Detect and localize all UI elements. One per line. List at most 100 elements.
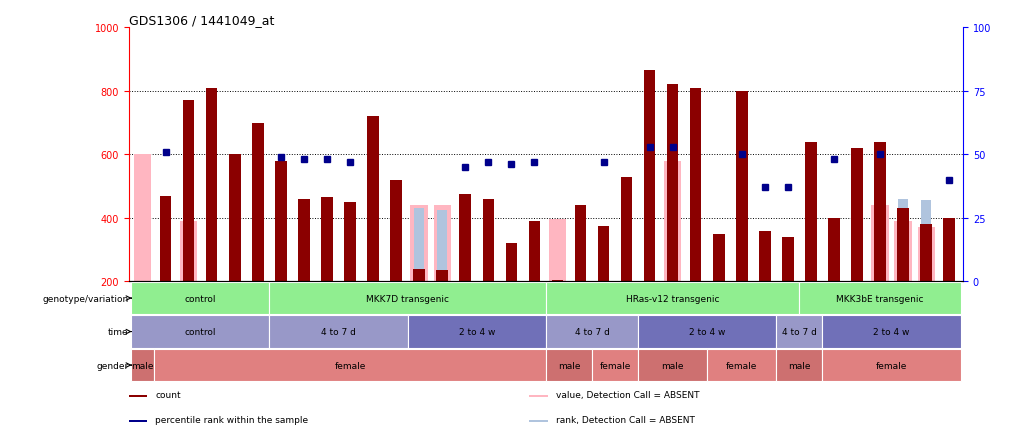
Bar xyxy=(597,226,610,282)
Text: 2 to 4 w: 2 to 4 w xyxy=(873,327,909,336)
Bar xyxy=(413,269,425,282)
Bar xyxy=(131,316,269,348)
Text: control: control xyxy=(184,327,216,336)
Bar xyxy=(275,161,286,282)
Bar xyxy=(666,85,679,282)
Bar xyxy=(529,395,548,397)
Bar xyxy=(437,270,448,282)
Bar xyxy=(708,349,777,381)
Text: male: male xyxy=(557,361,580,370)
Text: control: control xyxy=(184,294,216,303)
Bar xyxy=(549,220,566,282)
Bar xyxy=(921,225,932,282)
Bar xyxy=(298,199,310,282)
Bar xyxy=(552,280,563,282)
Bar xyxy=(644,71,655,282)
Bar xyxy=(160,196,171,282)
Text: male: male xyxy=(661,361,684,370)
Bar xyxy=(575,206,586,282)
Bar xyxy=(229,155,241,282)
Bar xyxy=(344,202,355,282)
Bar xyxy=(131,349,154,381)
Bar xyxy=(943,218,955,282)
Bar xyxy=(368,117,379,282)
Bar xyxy=(321,198,333,282)
Text: female: female xyxy=(335,361,366,370)
Bar xyxy=(777,349,823,381)
Bar xyxy=(252,123,264,282)
Text: MKK3bE transgenic: MKK3bE transgenic xyxy=(836,294,924,303)
Bar xyxy=(894,221,912,282)
Bar xyxy=(921,201,931,282)
Bar xyxy=(129,395,147,397)
Bar xyxy=(134,155,151,282)
Bar xyxy=(161,199,171,282)
Bar xyxy=(690,89,701,282)
Bar xyxy=(411,206,427,282)
Bar xyxy=(482,199,494,282)
Bar xyxy=(206,89,217,282)
Text: time: time xyxy=(108,327,129,336)
Bar xyxy=(851,148,863,282)
Bar xyxy=(459,194,471,282)
Text: gender: gender xyxy=(96,361,129,370)
Bar xyxy=(823,349,961,381)
Bar xyxy=(529,420,548,421)
Bar xyxy=(736,92,748,282)
Bar xyxy=(546,316,639,348)
Bar xyxy=(546,349,592,381)
Bar xyxy=(137,282,148,288)
Bar xyxy=(131,283,269,314)
Bar xyxy=(713,234,724,282)
Text: 2 to 4 w: 2 to 4 w xyxy=(689,327,725,336)
Bar xyxy=(434,206,451,282)
Text: 2 to 4 w: 2 to 4 w xyxy=(458,327,495,336)
Bar xyxy=(621,177,632,282)
Bar xyxy=(664,161,681,282)
Text: percentile rank within the sample: percentile rank within the sample xyxy=(156,415,309,424)
Bar xyxy=(528,221,540,282)
Text: female: female xyxy=(876,361,907,370)
Text: female: female xyxy=(599,361,630,370)
Bar xyxy=(180,221,198,282)
Bar xyxy=(782,237,794,282)
Bar xyxy=(546,283,799,314)
Text: rank, Detection Call = ABSENT: rank, Detection Call = ABSENT xyxy=(556,415,695,424)
Text: male: male xyxy=(788,361,811,370)
Bar xyxy=(799,283,961,314)
Bar xyxy=(390,180,402,282)
Bar xyxy=(154,349,546,381)
Bar xyxy=(639,349,708,381)
Bar xyxy=(437,210,447,282)
Bar xyxy=(823,316,961,348)
Text: GDS1306 / 1441049_at: GDS1306 / 1441049_at xyxy=(129,14,274,27)
Bar xyxy=(269,316,408,348)
Text: value, Detection Call = ABSENT: value, Detection Call = ABSENT xyxy=(556,391,699,399)
Bar xyxy=(506,243,517,282)
Bar xyxy=(871,206,889,282)
Bar xyxy=(408,316,546,348)
Bar xyxy=(918,228,935,282)
Text: 4 to 7 d: 4 to 7 d xyxy=(575,327,610,336)
Bar xyxy=(639,316,777,348)
Bar xyxy=(759,231,770,282)
Text: 4 to 7 d: 4 to 7 d xyxy=(782,327,817,336)
Text: HRas-v12 transgenic: HRas-v12 transgenic xyxy=(626,294,719,303)
Bar xyxy=(129,420,147,421)
Text: MKK7D transgenic: MKK7D transgenic xyxy=(366,294,449,303)
Text: 4 to 7 d: 4 to 7 d xyxy=(321,327,356,336)
Bar xyxy=(898,199,908,282)
Bar xyxy=(183,101,195,282)
Bar xyxy=(805,142,817,282)
Text: count: count xyxy=(156,391,181,399)
Text: male: male xyxy=(132,361,153,370)
Bar xyxy=(592,349,639,381)
Bar xyxy=(828,218,839,282)
Bar xyxy=(414,209,424,282)
Bar xyxy=(269,283,546,314)
Text: female: female xyxy=(726,361,757,370)
Text: genotype/variation: genotype/variation xyxy=(42,294,129,303)
Bar xyxy=(897,209,908,282)
Bar xyxy=(777,316,823,348)
Bar xyxy=(874,142,886,282)
